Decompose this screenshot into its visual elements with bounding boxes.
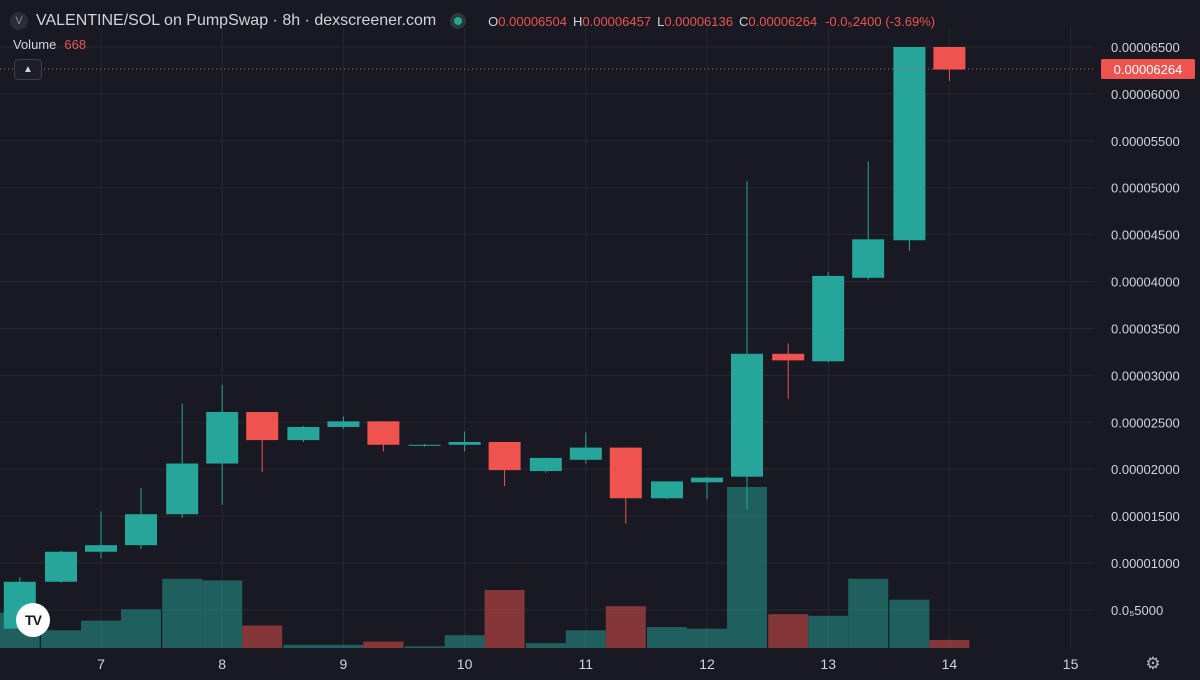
close-value: 0.00006264 bbox=[748, 13, 818, 29]
volume-bar bbox=[929, 639, 970, 648]
candle-body bbox=[448, 441, 481, 445]
volume-bar bbox=[525, 643, 566, 648]
x-tick-label: 8 bbox=[218, 656, 226, 672]
x-tick-label: 13 bbox=[820, 656, 836, 672]
volume-legend: Volume 668 bbox=[13, 37, 86, 52]
y-tick-label: 0.00005000 bbox=[1111, 181, 1180, 196]
chart-grid bbox=[0, 28, 1095, 648]
x-tick-label: 9 bbox=[340, 656, 348, 672]
chevron-up-icon: ▲ bbox=[23, 64, 33, 75]
high-value: 0.00006457 bbox=[582, 13, 652, 29]
volume-bar bbox=[484, 590, 525, 648]
chart-legend: V VALENTINE/SOL on PumpSwap · 8h · dexsc… bbox=[10, 8, 935, 34]
volume-bars bbox=[0, 487, 970, 648]
price-axis: 0.0₅5000 0.00001000 0.00001500 0.00002000 0.… bbox=[1111, 40, 1180, 618]
y-tick-label: 0.00004500 bbox=[1111, 228, 1180, 243]
symbol-badge-icon: V bbox=[10, 12, 28, 30]
open-label: O bbox=[488, 13, 499, 29]
volume-bar bbox=[808, 615, 849, 648]
candle-body bbox=[45, 551, 78, 582]
volume-label: Volume bbox=[13, 37, 57, 52]
candle-body bbox=[327, 421, 360, 427]
y-tick-label: 0.00002500 bbox=[1111, 415, 1180, 430]
last-price-tag: 0.00006264 bbox=[1101, 59, 1195, 79]
y-tick-label: 0.00003000 bbox=[1111, 368, 1180, 383]
candle-body bbox=[651, 481, 684, 499]
candle-body bbox=[569, 447, 602, 460]
candle-body bbox=[206, 411, 239, 464]
close-label: C bbox=[738, 13, 749, 29]
price-candles bbox=[3, 47, 966, 631]
candle-body bbox=[124, 514, 157, 546]
volume-bar bbox=[726, 487, 767, 648]
x-tick-label: 7 bbox=[97, 656, 105, 672]
candle-body bbox=[85, 545, 117, 552]
volume-bar bbox=[202, 580, 243, 648]
candle-body bbox=[609, 447, 642, 499]
x-tick-label: 12 bbox=[699, 656, 715, 672]
candle-body bbox=[529, 457, 562, 472]
volume-bar bbox=[41, 630, 82, 648]
x-tick-label: 11 bbox=[579, 656, 594, 672]
collapse-legend-button[interactable]: ▲ bbox=[14, 59, 42, 80]
volume-bar bbox=[565, 630, 606, 648]
volume-bar bbox=[323, 644, 364, 648]
high-label: H bbox=[572, 13, 583, 29]
candle-body bbox=[730, 353, 763, 477]
open-value: 0.00006504 bbox=[498, 13, 567, 29]
volume-bar bbox=[687, 628, 727, 648]
x-tick-label: 15 bbox=[1063, 656, 1079, 672]
live-status-icon bbox=[450, 13, 467, 29]
y-tick-label: 0.00006000 bbox=[1111, 87, 1180, 102]
candle-body bbox=[812, 275, 845, 362]
volume-bar bbox=[605, 606, 646, 648]
y-tick-label: 0.00001000 bbox=[1111, 556, 1180, 571]
y-tick-label: 0.00006500 bbox=[1111, 40, 1180, 55]
volume-bar bbox=[404, 646, 445, 648]
y-tick-label: 0.00005500 bbox=[1111, 134, 1180, 149]
candle-body bbox=[408, 444, 441, 446]
price-change: -0.0₅2400 (-3.69%) bbox=[825, 13, 936, 29]
low-value: 0.00006136 bbox=[664, 13, 733, 29]
settings-icon[interactable]: ⚙ bbox=[1145, 654, 1161, 673]
candle-body bbox=[488, 441, 521, 471]
candle-body bbox=[772, 353, 805, 361]
volume-bar bbox=[283, 644, 324, 648]
candle-body bbox=[691, 477, 723, 483]
candle-body bbox=[852, 239, 885, 278]
x-tick-label: 10 bbox=[457, 656, 473, 672]
candle-body bbox=[287, 426, 320, 441]
volume-bar bbox=[848, 578, 889, 648]
candle-body bbox=[893, 47, 926, 241]
y-tick-label: 0.00003500 bbox=[1111, 321, 1180, 336]
tradingview-logo[interactable]: TV bbox=[16, 603, 50, 637]
candle-body bbox=[933, 47, 966, 70]
volume-bar bbox=[162, 578, 203, 648]
volume-bar bbox=[647, 627, 688, 648]
candle-body bbox=[246, 411, 279, 441]
volume-bar bbox=[242, 625, 283, 648]
volume-bar bbox=[120, 609, 161, 648]
volume-value: 668 bbox=[64, 37, 87, 52]
y-tick-label: 0.0₅5000 bbox=[1111, 603, 1163, 618]
y-tick-label: 0.00004000 bbox=[1111, 275, 1180, 290]
y-tick-label: 0.00001500 bbox=[1111, 509, 1180, 524]
candle-body bbox=[367, 421, 400, 445]
y-tick-label: 0.00002000 bbox=[1111, 462, 1180, 477]
volume-bar bbox=[889, 599, 930, 648]
x-tick-label: 14 bbox=[942, 656, 958, 672]
volume-bar bbox=[363, 641, 404, 648]
volume-bar bbox=[768, 614, 809, 648]
volume-bar bbox=[444, 635, 485, 648]
low-label: L bbox=[657, 13, 665, 29]
time-axis: 7 8 9 10 11 12 13 14 15 bbox=[97, 656, 1078, 672]
chart-title: VALENTINE/SOL on PumpSwap · 8h · dexscre… bbox=[36, 12, 437, 29]
candle-body bbox=[166, 463, 199, 515]
volume-bar bbox=[81, 620, 121, 648]
